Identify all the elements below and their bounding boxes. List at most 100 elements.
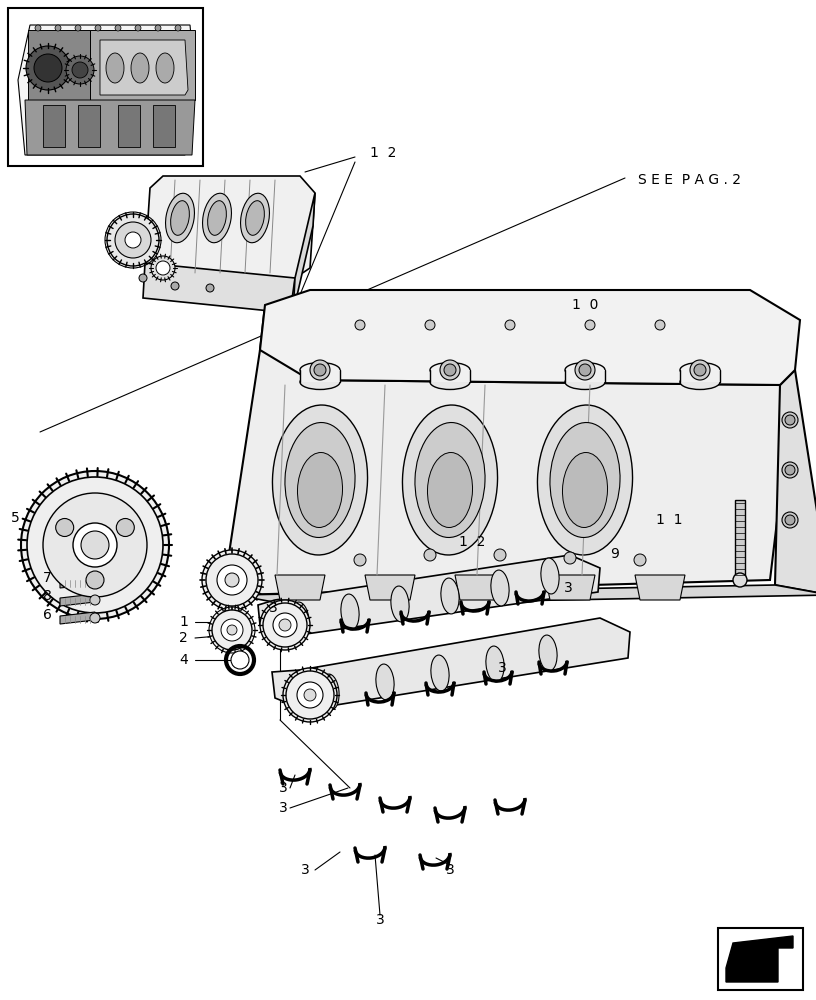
- Text: 3: 3: [375, 913, 384, 927]
- Polygon shape: [775, 370, 816, 595]
- Circle shape: [115, 25, 121, 31]
- Ellipse shape: [391, 586, 409, 622]
- Circle shape: [90, 595, 100, 605]
- Polygon shape: [225, 305, 795, 595]
- Circle shape: [690, 360, 710, 380]
- Text: 3: 3: [279, 781, 288, 795]
- Ellipse shape: [273, 405, 367, 555]
- Bar: [718, 928, 803, 990]
- Ellipse shape: [680, 362, 720, 377]
- Circle shape: [782, 462, 798, 478]
- Polygon shape: [365, 575, 415, 600]
- Polygon shape: [545, 575, 595, 600]
- Ellipse shape: [428, 453, 472, 527]
- Circle shape: [217, 565, 247, 595]
- Circle shape: [263, 603, 307, 647]
- Circle shape: [209, 607, 255, 653]
- Bar: [430, 370, 470, 382]
- Circle shape: [310, 360, 330, 380]
- Text: 4: 4: [180, 653, 188, 667]
- Polygon shape: [293, 193, 315, 313]
- Circle shape: [21, 471, 169, 619]
- Ellipse shape: [246, 201, 264, 235]
- Circle shape: [444, 364, 456, 376]
- Text: 6: 6: [43, 608, 52, 622]
- Text: 3: 3: [498, 661, 507, 675]
- Polygon shape: [28, 30, 90, 100]
- Ellipse shape: [430, 362, 470, 377]
- Polygon shape: [258, 555, 600, 637]
- Circle shape: [505, 320, 515, 330]
- Circle shape: [575, 360, 595, 380]
- Circle shape: [171, 282, 179, 290]
- Polygon shape: [275, 575, 325, 600]
- Circle shape: [297, 682, 323, 708]
- Polygon shape: [726, 936, 793, 982]
- Text: 3: 3: [301, 863, 310, 877]
- Ellipse shape: [562, 453, 608, 527]
- Circle shape: [355, 320, 365, 330]
- Bar: [565, 370, 605, 382]
- Text: 1: 1: [180, 615, 188, 629]
- Ellipse shape: [241, 193, 269, 243]
- Circle shape: [73, 523, 117, 567]
- Circle shape: [66, 56, 94, 84]
- Circle shape: [175, 25, 181, 31]
- Ellipse shape: [156, 53, 174, 83]
- Bar: [153, 105, 175, 147]
- Circle shape: [206, 554, 258, 606]
- Ellipse shape: [402, 405, 498, 555]
- Circle shape: [72, 62, 88, 78]
- Circle shape: [206, 284, 214, 292]
- Circle shape: [694, 364, 706, 376]
- Circle shape: [86, 571, 104, 589]
- Ellipse shape: [166, 193, 194, 243]
- Ellipse shape: [131, 53, 149, 83]
- Circle shape: [156, 261, 170, 275]
- Ellipse shape: [376, 664, 394, 700]
- Circle shape: [564, 552, 576, 564]
- Circle shape: [221, 619, 243, 641]
- Text: 1  0: 1 0: [572, 298, 598, 312]
- Ellipse shape: [106, 53, 124, 83]
- Bar: [43, 105, 65, 147]
- Polygon shape: [90, 30, 195, 100]
- Circle shape: [75, 25, 81, 31]
- Ellipse shape: [441, 578, 459, 614]
- Circle shape: [286, 671, 334, 719]
- Circle shape: [283, 668, 337, 722]
- Text: 3: 3: [269, 601, 278, 615]
- Circle shape: [27, 477, 163, 613]
- Text: 8: 8: [43, 589, 52, 603]
- Circle shape: [782, 512, 798, 528]
- Bar: [680, 370, 720, 382]
- Text: 9: 9: [610, 547, 619, 561]
- Ellipse shape: [539, 635, 557, 671]
- Circle shape: [139, 274, 147, 282]
- Circle shape: [424, 549, 436, 561]
- Circle shape: [425, 320, 435, 330]
- Circle shape: [279, 619, 291, 631]
- Circle shape: [634, 554, 646, 566]
- Text: 3: 3: [446, 863, 455, 877]
- Bar: [300, 370, 340, 382]
- Circle shape: [494, 549, 506, 561]
- Circle shape: [579, 364, 591, 376]
- Circle shape: [26, 46, 70, 90]
- Circle shape: [55, 518, 73, 536]
- Ellipse shape: [290, 602, 309, 638]
- Bar: [118, 105, 140, 147]
- Polygon shape: [100, 40, 188, 95]
- Polygon shape: [455, 575, 505, 600]
- Circle shape: [90, 577, 100, 587]
- Text: 1  2: 1 2: [370, 146, 397, 160]
- Polygon shape: [260, 290, 800, 385]
- Circle shape: [107, 214, 159, 266]
- Circle shape: [155, 25, 161, 31]
- Circle shape: [785, 465, 795, 475]
- Text: 3: 3: [279, 801, 288, 815]
- Bar: [735, 500, 745, 580]
- Ellipse shape: [300, 374, 340, 389]
- Circle shape: [43, 493, 147, 597]
- Ellipse shape: [541, 558, 559, 594]
